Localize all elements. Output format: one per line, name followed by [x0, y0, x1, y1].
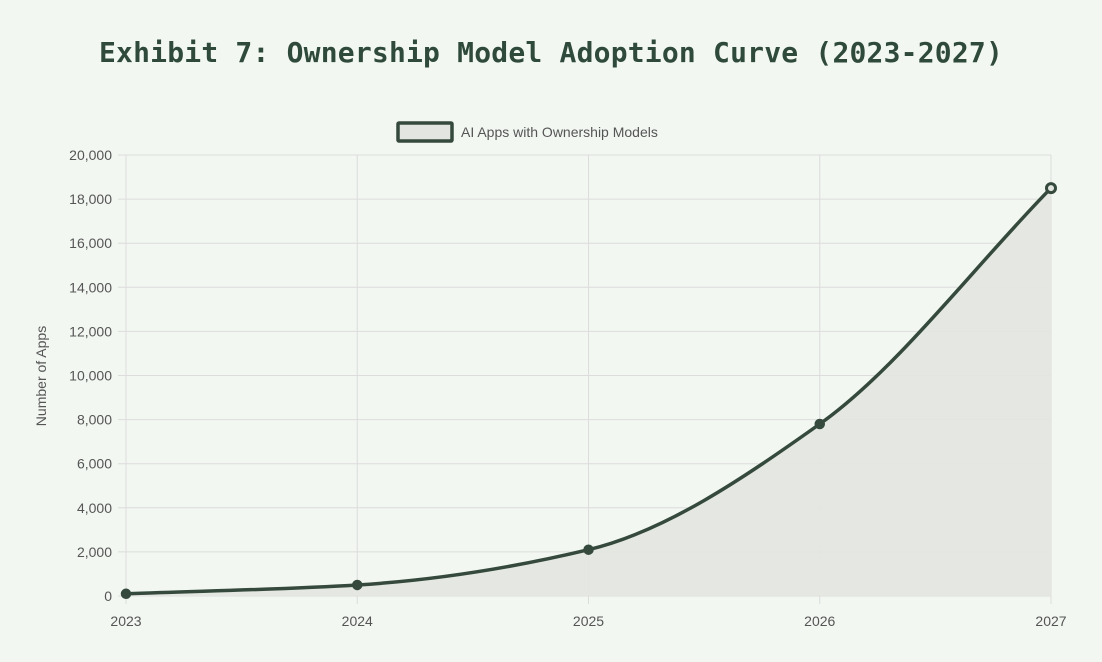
- grid-lines: [118, 154, 1052, 604]
- data-point[interactable]: [1045, 182, 1057, 195]
- y-tick-label: 16,000: [69, 235, 112, 251]
- y-tick-label: 14,000: [69, 279, 112, 295]
- y-tick-label: 18,000: [69, 191, 112, 207]
- x-tick-label: 2024: [342, 613, 373, 629]
- data-point[interactable]: [352, 579, 363, 591]
- x-tick-labels: 2023 2024 2025 2026 2027: [110, 613, 1066, 629]
- data-point[interactable]: [814, 418, 825, 430]
- y-tick-label: 12,000: [69, 323, 112, 339]
- y-tick-label: 8,000: [77, 412, 112, 428]
- y-axis-title: Number of Apps: [33, 326, 49, 426]
- x-tick-label: 2023: [110, 613, 141, 629]
- data-points-group: [120, 182, 1057, 600]
- legend-label[interactable]: AI Apps with Ownership Models: [461, 124, 658, 140]
- data-point[interactable]: [583, 544, 594, 555]
- series-area-fill: [126, 188, 1051, 596]
- y-tick-label: 4,000: [77, 500, 112, 516]
- x-tick-label: 2027: [1035, 613, 1066, 629]
- series-line: [125, 186, 1053, 596]
- y-tick-label: 6,000: [77, 456, 112, 472]
- y-tick-label: 20,000: [69, 147, 112, 163]
- legend[interactable]: AI Apps with Ownership Models: [396, 121, 658, 143]
- y-tick-labels: 0 2,000 4,000 6,000 8,000 10,000 12,000 14,000 1…: [69, 147, 112, 604]
- area-fill-group: [126, 188, 1051, 596]
- y-tick-label: 2,000: [77, 544, 112, 560]
- y-tick-label: 0: [104, 588, 112, 604]
- y-tick-label: 10,000: [69, 368, 112, 384]
- x-tick-label: 2026: [804, 613, 835, 629]
- legend-swatch[interactable]: [396, 121, 454, 143]
- series-line-group: [125, 186, 1053, 596]
- chart-title: Exhibit 7: Ownership Model Adoption Curv…: [98, 36, 1004, 69]
- data-point[interactable]: [120, 588, 132, 600]
- x-tick-label: 2025: [573, 613, 604, 629]
